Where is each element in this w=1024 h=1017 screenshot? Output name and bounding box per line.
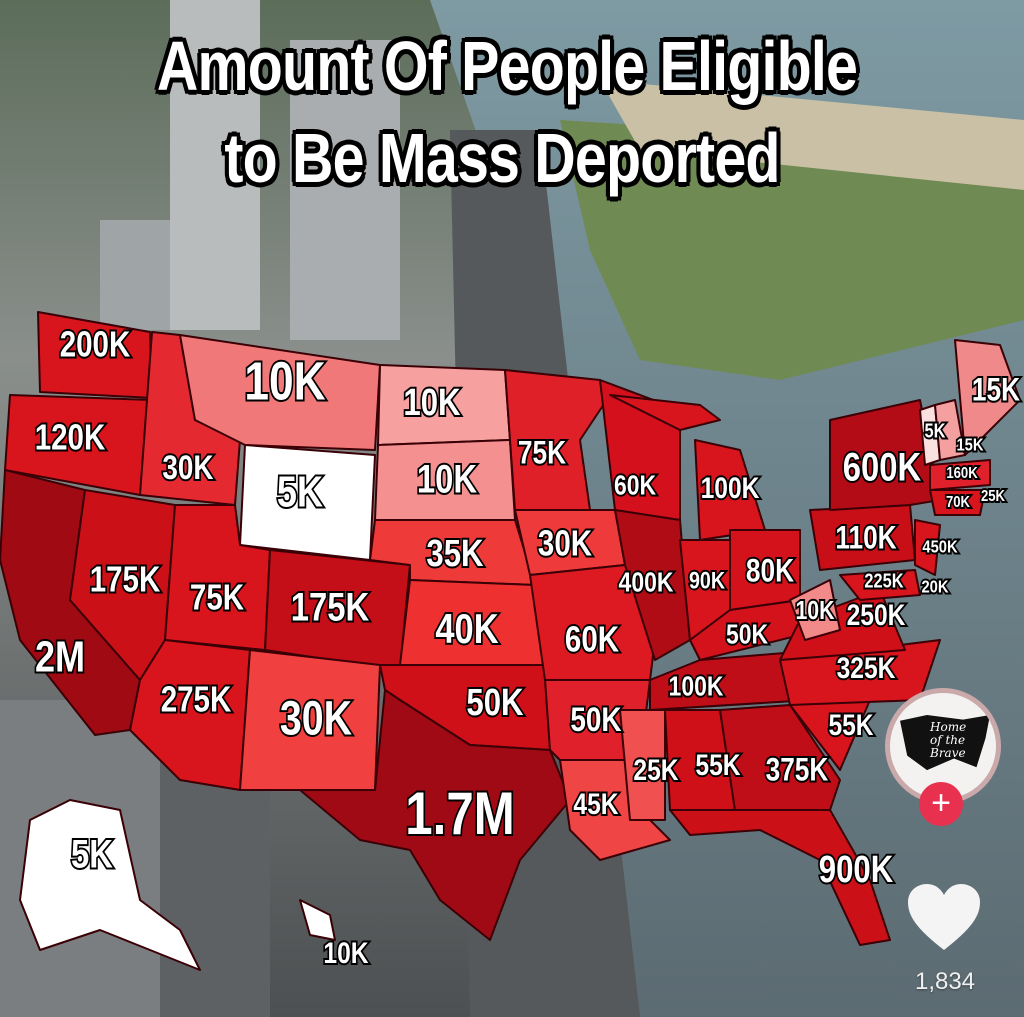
state-value-label: 10K xyxy=(323,936,368,970)
state-value-label: 50K xyxy=(726,619,769,650)
title-line-1: Amount Of People Eligible xyxy=(156,27,858,105)
state-value-label: 25K xyxy=(633,753,678,787)
state-value-label: 2M xyxy=(35,632,85,681)
state-tx xyxy=(299,689,571,941)
state-value-label: 90K xyxy=(689,566,725,593)
state-ga xyxy=(719,704,841,811)
state-il xyxy=(614,509,691,661)
title: Amount Of People Eligible to Be Mass Dep… xyxy=(0,0,1024,204)
state-ma xyxy=(929,459,991,491)
state-nj xyxy=(914,519,941,576)
state-value-label: 20K xyxy=(921,577,948,597)
state-hi xyxy=(299,899,336,941)
state-value-label: 375K xyxy=(766,753,829,788)
follow-button[interactable]: + xyxy=(919,782,963,826)
state-ct xyxy=(929,489,986,516)
state-value-label: 30K xyxy=(280,692,352,746)
state-mt xyxy=(179,334,381,451)
state-value-label: 1.7M xyxy=(405,779,514,847)
state-value-label: 10K xyxy=(417,456,478,501)
state-value-label: 900K xyxy=(819,849,893,891)
state-value-label: 175K xyxy=(90,559,161,599)
state-value-label: 50K xyxy=(570,700,622,738)
state-value-label: 10K xyxy=(403,382,460,424)
state-value-label: 45K xyxy=(573,787,618,821)
state-value-label: 275K xyxy=(161,679,232,719)
state-value-label: 15K xyxy=(956,435,983,455)
state-value-label: 60K xyxy=(614,470,657,501)
state-value-label: 80K xyxy=(746,554,794,589)
state-ms xyxy=(619,709,666,821)
state-value-label: 10K xyxy=(795,596,834,626)
avatar-logo-text: Home of the Brave xyxy=(930,720,967,760)
state-value-label: 25K xyxy=(981,488,1005,505)
state-value-label: 5K xyxy=(925,419,947,442)
plus-icon: + xyxy=(931,784,951,822)
state-value-label: 110K xyxy=(835,521,896,556)
state-value-label: 10K xyxy=(244,351,326,411)
state-value-label: 35K xyxy=(426,533,483,575)
state-mo xyxy=(529,564,656,681)
state-value-label: 100K xyxy=(669,671,724,702)
state-value-label: 5K xyxy=(71,831,113,876)
state-value-label: 75K xyxy=(190,577,244,617)
state-me xyxy=(954,339,1021,456)
state-value-label: 15K xyxy=(972,373,1020,408)
state-value-label: 70K xyxy=(946,494,970,511)
state-value-label: 5K xyxy=(277,467,323,516)
state-value-label: 40K xyxy=(435,606,498,653)
state-value-label: 60K xyxy=(565,619,619,659)
state-value-label: 250K xyxy=(847,598,906,632)
state-value-label: 600K xyxy=(843,444,922,489)
state-ny xyxy=(829,399,941,511)
state-value-label: 175K xyxy=(291,584,370,629)
state-value-label: 30K xyxy=(162,448,214,486)
state-value-label: 160K xyxy=(946,465,978,482)
state-value-label: 120K xyxy=(35,417,106,457)
state-ak xyxy=(19,799,201,971)
heart-icon xyxy=(908,884,980,950)
state-value-label: 30K xyxy=(538,523,592,563)
state-fl xyxy=(669,809,891,946)
like-count: 1,834 xyxy=(914,968,976,995)
state-value-label: 100K xyxy=(701,471,760,505)
state-value-label: 200K xyxy=(60,324,131,364)
state-wv xyxy=(789,579,841,641)
state-value-label: 55K xyxy=(695,748,740,782)
state-va xyxy=(779,589,906,661)
state-value-label: 55K xyxy=(828,708,873,742)
state-value-label: 75K xyxy=(518,436,566,471)
usa-silhouette-icon xyxy=(900,715,990,771)
state-value-label: 225K xyxy=(864,569,904,592)
state-value-label: 450K xyxy=(922,537,957,557)
state-value-label: 400K xyxy=(619,567,674,598)
state-value-label: 50K xyxy=(466,682,523,724)
state-md xyxy=(839,569,921,601)
like-button[interactable] xyxy=(906,882,982,952)
title-line-2: to Be Mass Deported xyxy=(224,119,780,197)
state-value-label: 325K xyxy=(837,651,896,685)
state-mi-up xyxy=(609,394,721,431)
